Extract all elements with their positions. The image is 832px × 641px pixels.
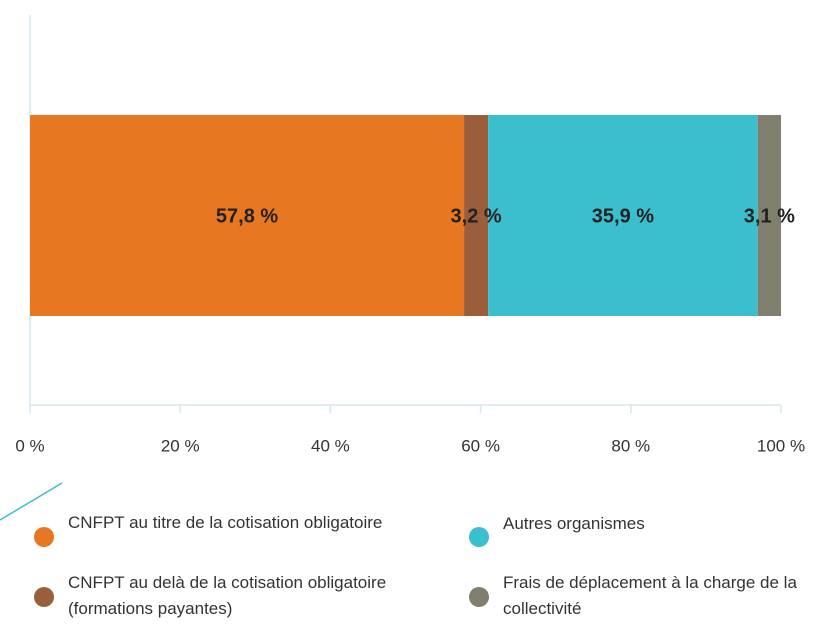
decoration [0, 482, 63, 521]
x-tick-label: 80 % [611, 436, 650, 455]
x-tick-label: 60 % [461, 436, 500, 455]
x-tick-label: 100 % [757, 436, 805, 455]
legend-label: Autres organismes [503, 514, 645, 533]
legend-marker [469, 527, 489, 547]
bar-segment [488, 115, 758, 316]
data-label: 57,8 % [216, 205, 278, 227]
legend-label: Frais de déplacement à la charge de la c… [503, 573, 797, 618]
legend-marker [34, 587, 54, 607]
x-tick-label: 40 % [311, 436, 350, 455]
data-label: 3,2 % [451, 205, 502, 227]
data-label: 3,1 % [744, 205, 795, 227]
legend-label: CNFPT au titre de la cotisation obligato… [68, 513, 383, 532]
x-tick-label: 0 % [15, 436, 44, 455]
legend-marker [34, 527, 54, 547]
bar-segment [30, 115, 465, 316]
legend-label: CNFPT au delà de la cotisation obligatoi… [68, 573, 387, 618]
bar-segment [757, 115, 781, 316]
bar-segment [464, 115, 489, 316]
legend-marker [469, 587, 489, 607]
x-tick-label: 20 % [161, 436, 200, 455]
data-label: 35,9 % [592, 205, 654, 227]
